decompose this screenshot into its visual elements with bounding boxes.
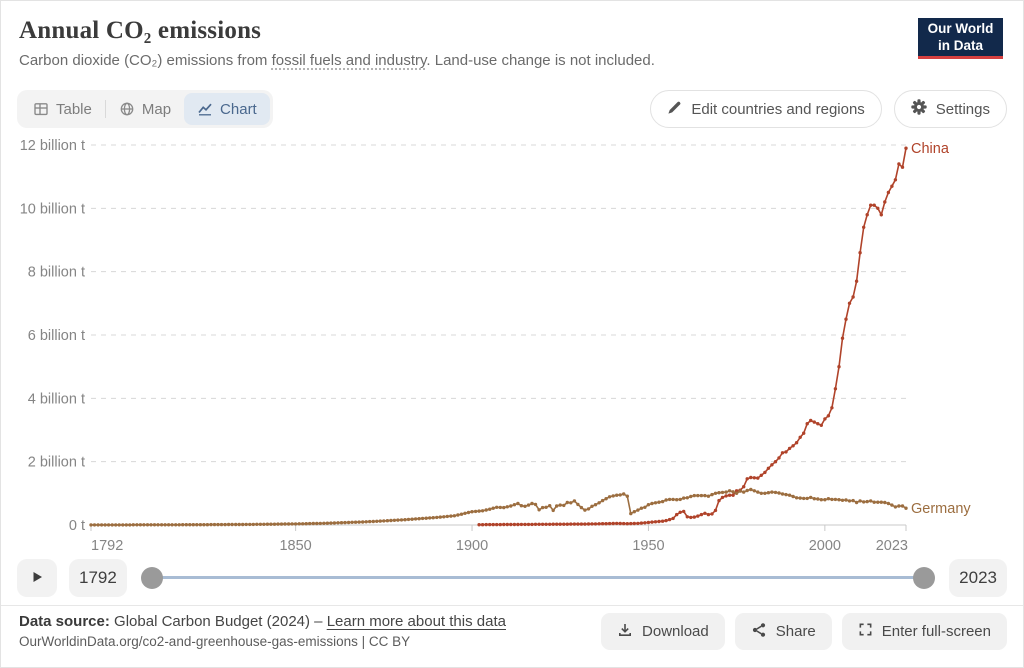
tab-divider	[104, 100, 106, 118]
pencil-icon	[667, 100, 682, 119]
table-icon	[33, 101, 49, 117]
china-series-label[interactable]: China	[911, 141, 950, 157]
header: Annual CO₂ emissions Carbon dioxide (CO₂…	[19, 17, 655, 69]
data-source-text: Global Carbon Budget (2024)	[109, 613, 315, 630]
settings-label: Settings	[935, 100, 990, 118]
logo-line-2: in Data	[937, 38, 983, 53]
owid-logo[interactable]: Our World in Data	[918, 18, 1003, 59]
x-axis-label: 1900	[456, 538, 488, 554]
subtitle-text-post: . Land-use change is not included.	[426, 52, 655, 69]
play-button[interactable]	[17, 559, 57, 597]
tab-chart[interactable]: Chart	[184, 93, 270, 125]
tab-map-label: Map	[141, 100, 172, 118]
tab-table[interactable]: Table	[20, 93, 105, 125]
edit-countries-label: Edit countries and regions	[691, 100, 865, 118]
data-source-label: Data source:	[19, 613, 110, 630]
chart-plot-area[interactable]: 0 t 2 billion t 4 billion t 6 billion t 8 bi…	[1, 133, 1024, 557]
page-title: Annual CO₂ emissions	[19, 17, 262, 44]
chart-controls: Edit countries and regions Settings	[650, 90, 1007, 128]
tab-chart-label: Chart	[220, 100, 257, 118]
fossil-fuels-link[interactable]: fossil fuels and industry	[271, 52, 427, 69]
footer-source: Data source: Global Carbon Budget (2024)…	[19, 613, 506, 649]
share-label: Share	[775, 623, 816, 640]
slider-handle-end[interactable]	[913, 567, 936, 589]
timeline-slider[interactable]	[140, 559, 936, 597]
germany-series[interactable]: Germany	[89, 487, 971, 527]
chart-subtitle: Carbon dioxide (CO₂) emissions from foss…	[19, 52, 655, 69]
edit-countries-button[interactable]: Edit countries and regions	[650, 90, 882, 128]
slider-track[interactable]	[150, 576, 926, 579]
china-line	[479, 148, 907, 526]
play-icon	[29, 569, 45, 588]
y-axis-label: 4 billion t	[28, 391, 85, 407]
tab-map[interactable]: Map	[106, 93, 184, 125]
gear-icon	[911, 99, 927, 119]
fullscreen-button[interactable]: Enter full-screen	[841, 613, 1007, 650]
y-axis-label: 12 billion t	[20, 138, 85, 154]
logo-line-1: Our World	[927, 21, 994, 36]
learn-more-link[interactable]: Learn more about this data	[326, 613, 506, 630]
fullscreen-label: Enter full-screen	[881, 623, 991, 640]
timeline-start-year[interactable]: 1792	[69, 559, 127, 597]
y-gridlines: 0 t 2 billion t 4 billion t 6 billion t 8 bi…	[20, 138, 906, 534]
timeline-end-year[interactable]: 2023	[949, 559, 1007, 597]
y-axis-label: 0 t	[69, 518, 85, 534]
germany-series-label[interactable]: Germany	[911, 501, 971, 517]
germany-line	[91, 488, 907, 526]
x-axis-label: 1950	[632, 538, 664, 554]
x-axis: 1792 1850 1900 1950 2000 2023	[90, 525, 908, 554]
share-icon	[751, 622, 767, 642]
data-source-line: Data source: Global Carbon Budget (2024)…	[19, 613, 506, 630]
download-label: Download	[642, 623, 709, 640]
slider-handle-start[interactable]	[140, 567, 163, 589]
download-button[interactable]: Download	[601, 613, 725, 650]
data-source-separator: –	[314, 613, 327, 630]
footer-actions: Download Share Enter full-screen	[601, 613, 1007, 650]
line-chart-icon	[197, 101, 213, 117]
y-axis-label: 10 billion t	[20, 201, 85, 217]
tab-table-label: Table	[56, 100, 92, 118]
download-icon	[617, 622, 633, 642]
globe-icon	[119, 101, 135, 117]
citation-line: OurWorldinData.org/co2-and-greenhouse-ga…	[19, 634, 411, 649]
emissions-line-chart[interactable]: 0 t 2 billion t 4 billion t 6 billion t 8 bi…	[1, 133, 1024, 557]
fullscreen-icon	[858, 622, 873, 641]
footer-divider	[1, 605, 1023, 606]
subtitle-text-pre: Carbon dioxide (CO₂) emissions from	[19, 52, 272, 69]
x-axis-label: 2023	[876, 538, 908, 554]
x-axis-label: 1850	[279, 538, 311, 554]
x-axis-label: 1792	[91, 538, 123, 554]
x-axis-label: 2000	[809, 538, 841, 554]
timeline-controls: 1792 2023	[17, 559, 1007, 597]
y-axis-label: 6 billion t	[28, 328, 85, 344]
y-axis-label: 2 billion t	[28, 455, 85, 471]
share-button[interactable]: Share	[734, 613, 832, 650]
view-tabs: Table Map Chart	[17, 90, 273, 128]
china-series[interactable]: China	[477, 141, 950, 527]
y-axis-label: 8 billion t	[28, 265, 85, 281]
settings-button[interactable]: Settings	[893, 90, 1007, 128]
